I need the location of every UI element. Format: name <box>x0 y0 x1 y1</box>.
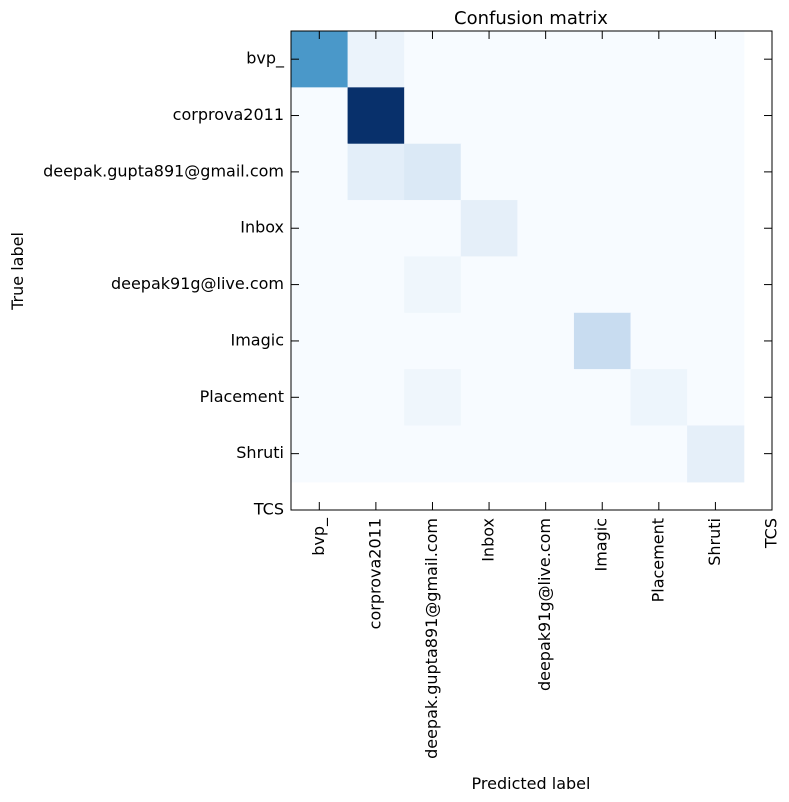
heatmap-cell <box>460 256 518 314</box>
heatmap-cell <box>291 200 349 258</box>
heatmap-cell <box>517 425 575 483</box>
heatmap-cell <box>687 143 745 201</box>
y-tick-label: Imagic <box>230 330 284 349</box>
heatmap-cell <box>687 425 745 483</box>
chart-title: Confusion matrix <box>454 8 608 29</box>
heatmap-cells <box>291 31 745 483</box>
heatmap-cell <box>687 87 745 145</box>
heatmap-cell <box>291 31 349 88</box>
heatmap-cell <box>573 425 632 483</box>
heatmap-cell <box>347 369 405 427</box>
heatmap-cell <box>460 369 518 427</box>
heatmap-cell <box>517 87 575 145</box>
heatmap-cell <box>630 87 688 145</box>
heatmap-cell <box>404 425 462 483</box>
heatmap-cell <box>630 143 688 201</box>
heatmap-cell <box>517 200 575 258</box>
tick-marks <box>291 31 772 510</box>
y-tick-label: bvp_ <box>246 49 285 69</box>
heatmap-cell <box>404 31 462 88</box>
heatmap-cell <box>291 369 349 427</box>
plot-frame <box>290 30 773 511</box>
y-tick-label: TCS <box>253 500 284 519</box>
heatmap-cell <box>460 312 518 370</box>
heatmap-cell <box>347 143 405 201</box>
x-tick-label: deepak91g@live.com <box>535 518 554 691</box>
heatmap-cell <box>404 256 462 314</box>
x-tick-label: Imagic <box>592 518 611 572</box>
heatmap-cell <box>573 87 632 145</box>
heatmap-cell <box>630 369 688 427</box>
y-tick-label: Placement <box>200 387 284 406</box>
heatmap-cell <box>347 87 405 145</box>
heatmap-cell <box>404 312 462 370</box>
x-tick-label: bvp_ <box>309 517 329 556</box>
heatmap-cell <box>630 31 688 88</box>
heatmap-cell <box>517 369 575 427</box>
heatmap-cell <box>573 312 632 370</box>
y-tick-label: Inbox <box>240 218 284 237</box>
heatmap-cell <box>630 312 688 370</box>
heatmap-cell <box>404 369 462 427</box>
heatmap-cell <box>460 200 518 258</box>
heatmap-cell <box>291 87 349 145</box>
heatmap-cell <box>517 312 575 370</box>
heatmap-cell <box>517 256 575 314</box>
heatmap-cell <box>517 143 575 201</box>
heatmap-cell <box>517 31 575 88</box>
heatmap-cell <box>687 256 745 314</box>
x-tick-label: Shruti <box>705 518 724 566</box>
heatmap-cell <box>404 87 462 145</box>
heatmap-cell <box>291 256 349 314</box>
heatmap-cell <box>573 369 632 427</box>
heatmap-cell <box>687 31 745 88</box>
y-tick-label: deepak91g@live.com <box>111 274 284 293</box>
heatmap-cell <box>291 143 349 201</box>
x-tick-label: Inbox <box>479 518 498 562</box>
heatmap-cell <box>630 256 688 314</box>
heatmap-cell <box>460 143 518 201</box>
heatmap-cell <box>347 425 405 483</box>
heatmap-cell <box>460 87 518 145</box>
heatmap-cell <box>404 143 462 201</box>
heatmap-cell <box>404 200 462 258</box>
heatmap-cell <box>573 31 632 88</box>
heatmap-cell <box>460 31 518 88</box>
heatmap-cell <box>573 256 632 314</box>
y-tick-labels: bvp_ corprova2011 deepak.gupta891@gmail.co… <box>43 49 285 519</box>
x-tick-label: Placement <box>648 518 667 602</box>
heatmap-cell <box>573 200 632 258</box>
heatmap-cell <box>573 143 632 201</box>
x-tick-labels: bvp_ corprova2011 deepak.gupta891@gmail.co… <box>309 517 781 759</box>
heatmap-cell <box>687 312 745 370</box>
y-tick-label: deepak.gupta891@gmail.com <box>43 161 284 180</box>
y-tick-label: corprova2011 <box>173 105 284 124</box>
heatmap-cell <box>347 312 405 370</box>
x-axis-label: Predicted label <box>472 774 591 793</box>
heatmap-cell <box>687 200 745 258</box>
x-tick-label: corprova2011 <box>365 518 384 629</box>
x-tick-label: TCS <box>762 518 781 549</box>
heatmap-cell <box>687 369 745 427</box>
heatmap-cell <box>347 31 405 88</box>
y-tick-label: Shruti <box>236 443 284 462</box>
heatmap-cell <box>630 425 688 483</box>
heatmap-cell <box>460 425 518 483</box>
x-tick-label: deepak.gupta891@gmail.com <box>422 518 441 759</box>
heatmap-cell <box>630 200 688 258</box>
heatmap-cell <box>347 256 405 314</box>
heatmap-cell <box>291 312 349 370</box>
heatmap-cell <box>291 425 349 483</box>
y-axis-label: True label <box>8 232 27 311</box>
heatmap-cell <box>347 200 405 258</box>
